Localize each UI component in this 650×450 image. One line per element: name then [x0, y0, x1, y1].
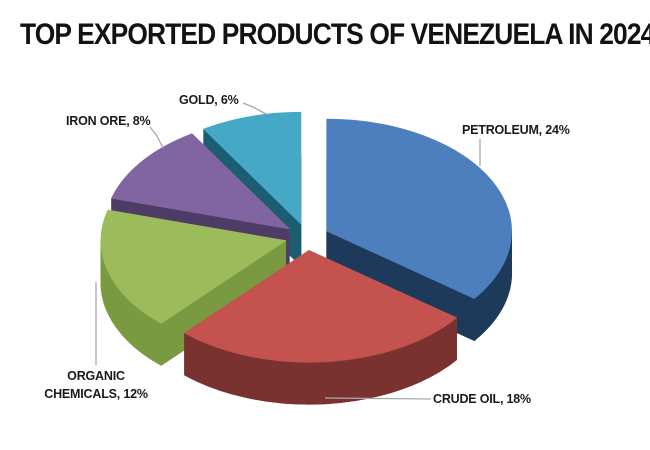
pie-slice-organic-chemicals — [100, 209, 287, 366]
slice-label-petroleum: PETROLEUM, 24% — [462, 123, 570, 137]
pie-slice-gold-top — [203, 111, 302, 225]
pie-slice-iron-ore-top — [111, 133, 290, 230]
slice-label-organic-chemicals: ORGANIC CHEMICALS, 12% — [44, 369, 148, 401]
slice-label-gold: GOLD, 6% — [179, 93, 239, 107]
leader-line-iron-ore — [149, 126, 164, 149]
leader-line-crude-oil — [324, 397, 432, 400]
pie-slice-organic-chemicals-top — [100, 209, 287, 324]
leader-line-gold — [242, 102, 267, 115]
slice-label-iron-ore: IRON ORE, 8% — [66, 114, 151, 128]
pie-slice-crude-oil-top — [184, 250, 457, 363]
pie-slice-petroleum-top — [326, 118, 512, 299]
slice-label-crude-oil: CRUDE OIL, 18% — [433, 392, 531, 406]
chart-title: TOP EXPORTED PRODUCTS OF VENEZUELA IN 20… — [20, 18, 650, 51]
pie-slice-crude-oil — [184, 250, 457, 405]
